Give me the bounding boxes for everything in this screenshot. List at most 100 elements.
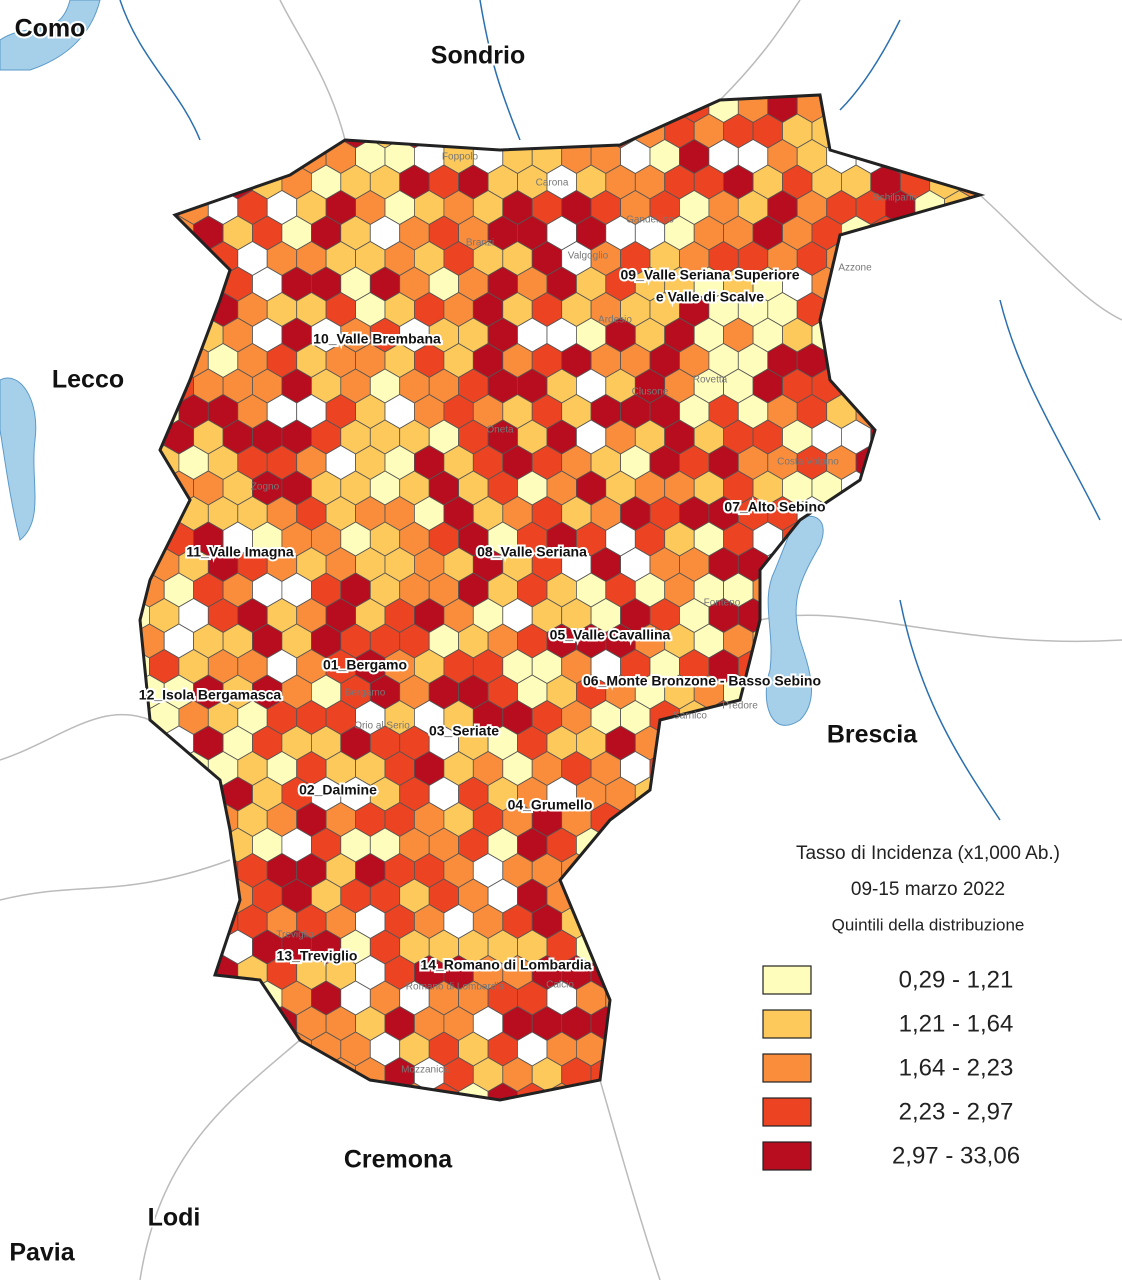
municipality [693, 1082, 724, 1100]
municipality [105, 114, 134, 148]
municipality [237, 95, 268, 123]
municipality [679, 751, 710, 786]
municipality [870, 266, 901, 302]
municipality [472, 95, 504, 123]
municipality [958, 725, 980, 761]
district-label: e Valle di Scalve [656, 289, 764, 305]
municipality-label: Gandellino [626, 215, 674, 226]
municipality [796, 802, 828, 837]
municipality [885, 95, 916, 123]
municipality [899, 674, 931, 710]
municipality [752, 929, 783, 965]
municipality [841, 572, 872, 608]
municipality [841, 929, 872, 965]
municipality [944, 445, 975, 480]
municipality [148, 343, 180, 378]
municipality [870, 623, 901, 659]
municipality [929, 674, 960, 710]
municipality [634, 827, 666, 863]
legend-label: 0,29 - 1,21 [899, 966, 1014, 993]
municipality [929, 470, 960, 506]
municipality [148, 802, 180, 837]
municipality [708, 955, 739, 990]
municipality [841, 1082, 872, 1100]
municipality [752, 725, 783, 761]
municipality [178, 1006, 209, 1041]
municipality [855, 496, 886, 531]
legend-label: 2,23 - 2,97 [899, 1098, 1014, 1125]
municipality [605, 878, 636, 914]
municipality [140, 1006, 150, 1041]
municipality [105, 981, 134, 1015]
municipality [140, 547, 150, 582]
municipality [914, 139, 945, 174]
municipality-label: Romano di Lombardia [406, 982, 505, 993]
municipality [899, 368, 931, 404]
municipality [826, 955, 857, 990]
municipality [237, 1006, 268, 1041]
municipality [870, 317, 901, 353]
municipality [708, 1057, 739, 1092]
municipality [576, 113, 607, 149]
municipality [899, 470, 931, 506]
municipality [796, 751, 828, 786]
municipality [899, 95, 931, 98]
municipality [178, 904, 209, 939]
municipality [105, 573, 134, 607]
municipality [620, 1057, 651, 1092]
municipality [841, 776, 872, 812]
municipality [310, 113, 342, 149]
municipality [929, 419, 960, 455]
municipality [140, 521, 165, 557]
municipality [899, 317, 931, 353]
municipality [140, 139, 150, 174]
municipality [855, 802, 886, 837]
municipality [811, 929, 842, 965]
municipality [929, 113, 960, 149]
municipality [605, 827, 636, 863]
municipality [929, 572, 960, 608]
municipality [899, 215, 931, 251]
municipality-label: Bergamo [345, 688, 386, 699]
municipality [958, 266, 980, 302]
municipality [723, 929, 754, 965]
municipality [193, 878, 224, 914]
municipality [163, 980, 195, 1016]
municipality [140, 980, 165, 1016]
municipality [207, 139, 239, 174]
municipality [590, 904, 621, 939]
municipality [841, 623, 872, 659]
municipality [193, 776, 224, 812]
legend-swatch [762, 1053, 812, 1083]
municipality [576, 878, 607, 914]
municipality [855, 1006, 886, 1041]
municipality [899, 521, 931, 557]
municipality [140, 190, 150, 225]
municipality [193, 164, 224, 200]
municipality [140, 317, 165, 353]
municipality [885, 649, 916, 684]
municipality [944, 700, 975, 735]
lakes [0, 0, 824, 726]
municipality [664, 95, 695, 98]
legend: Tasso di Incidenza (x1,000 Ab.) 09-15 mar… [762, 843, 1060, 1171]
municipality [605, 1031, 636, 1067]
municipality [973, 700, 980, 735]
legend-label: 1,21 - 1,64 [899, 1010, 1014, 1037]
municipality [140, 343, 150, 378]
municipality [973, 547, 980, 582]
municipality [958, 623, 980, 659]
municipality [664, 725, 695, 761]
municipality [296, 1057, 327, 1092]
municipality [944, 95, 975, 123]
municipality [782, 878, 813, 914]
municipality [929, 215, 960, 251]
municipality-label: Costa Volpino [777, 457, 839, 468]
municipality [855, 598, 886, 633]
municipality [105, 318, 134, 352]
municipality [105, 1083, 134, 1117]
municipality [693, 980, 724, 1016]
municipality [634, 878, 666, 914]
municipality [841, 113, 872, 149]
municipality [517, 113, 548, 149]
